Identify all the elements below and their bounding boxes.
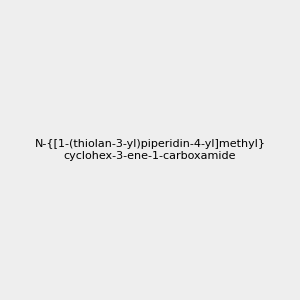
Text: N-{[1-(thiolan-3-yl)piperidin-4-yl]methyl}
cyclohex-3-ene-1-carboxamide: N-{[1-(thiolan-3-yl)piperidin-4-yl]methy…: [34, 139, 266, 161]
